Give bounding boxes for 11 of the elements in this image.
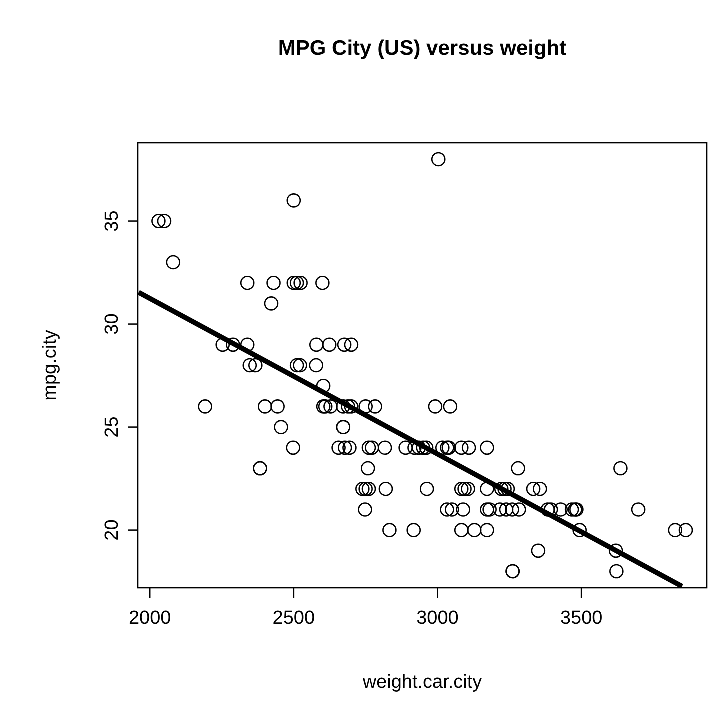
x-tick-label: 2000 xyxy=(128,608,172,629)
y-tick-label: 35 xyxy=(102,210,123,232)
y-tick-label: 30 xyxy=(102,314,123,335)
x-tick-label: 2500 xyxy=(272,608,316,629)
x-tick-label: 3000 xyxy=(416,608,459,629)
chart-title: MPG City (US) versus weight xyxy=(278,37,567,60)
x-axis-title: weight.car.city xyxy=(362,672,483,693)
y-tick-label: 20 xyxy=(102,520,123,541)
x-tick-label: 3500 xyxy=(560,608,603,629)
y-axis-title: mpg.city xyxy=(40,330,61,401)
y-tick-label: 25 xyxy=(102,416,123,438)
